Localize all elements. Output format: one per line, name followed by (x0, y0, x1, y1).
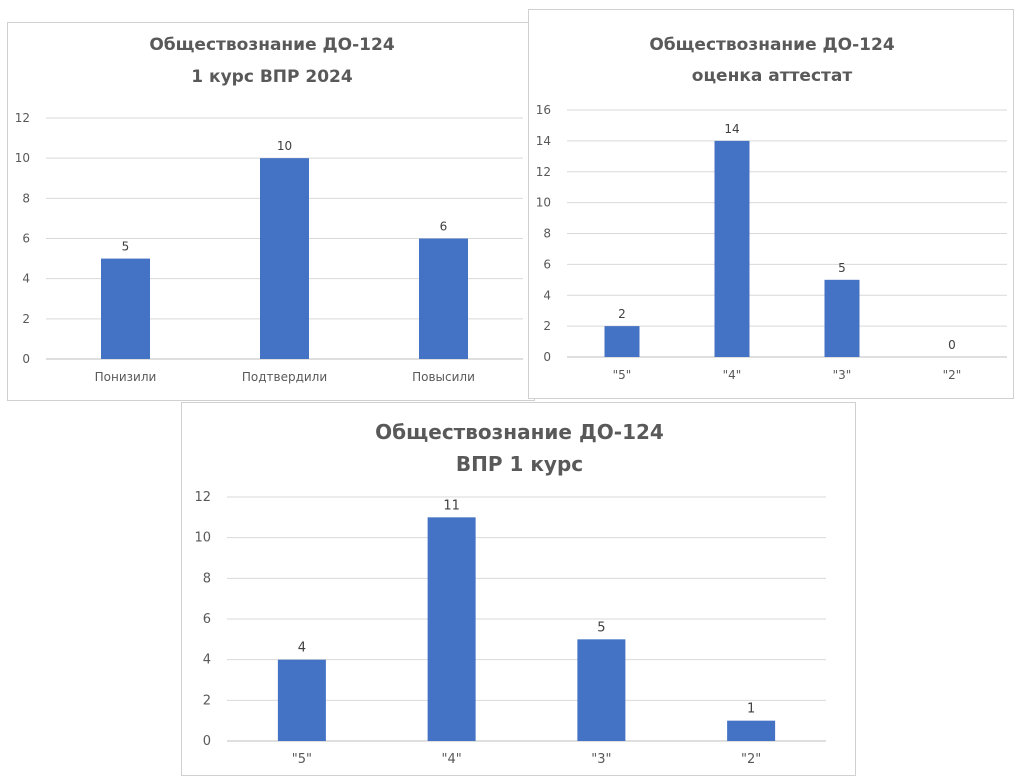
y-tick-label: 0 (22, 352, 30, 366)
category-label: Подтвердили (242, 370, 327, 384)
category-label: "5" (613, 368, 632, 382)
data-label: 1 (747, 702, 755, 717)
chart-panel-attestat: Обществознание ДО-124 оценка аттестат 0 2 4 6… (528, 9, 1014, 399)
chart-title-line: ВПР 1 курс (456, 452, 583, 476)
category-label: "2" (741, 752, 761, 767)
y-tick-label: 12 (15, 111, 30, 125)
y-tick-label: 8 (543, 227, 551, 241)
category-label: "2" (943, 368, 962, 382)
y-tick-label: 10 (194, 531, 211, 546)
bar (727, 720, 776, 741)
y-tick-label: 6 (203, 612, 211, 627)
y-tick-label: 4 (543, 288, 551, 302)
y-tick-label: 8 (203, 571, 211, 586)
data-label: 4 (298, 641, 306, 656)
y-tick-label: 16 (536, 103, 551, 117)
y-tick-label: 0 (203, 734, 211, 749)
chart-title-line: Обществознание ДО-124 (375, 420, 664, 444)
y-tick-label: 8 (22, 191, 30, 205)
y-tick-label: 10 (536, 196, 551, 210)
y-tick-label: 2 (203, 693, 211, 708)
y-tick-label: 12 (536, 165, 551, 179)
data-label: 0 (948, 338, 956, 352)
data-label: 5 (838, 261, 846, 275)
chart-title-line: Обществознание ДО-124 (649, 35, 895, 55)
bar (714, 140, 750, 357)
bar (419, 238, 468, 359)
y-tick-label: 12 (194, 490, 211, 505)
data-label: 11 (443, 498, 460, 513)
chart-svg: Обществознание ДО-124 ВПР 1 курс 0 2 4 6 8 10 12… (194, 420, 826, 767)
bar (604, 326, 640, 357)
y-tick-label: 2 (22, 312, 30, 326)
category-label: "5" (292, 752, 312, 767)
data-label: 2 (618, 307, 626, 321)
chart-title-line: оценка аттестат (692, 66, 853, 86)
y-tick-label: 4 (22, 272, 30, 286)
category-label: "3" (591, 752, 611, 767)
y-tick-label: 6 (22, 232, 30, 246)
chart-title-line: Обществознание ДО-124 (149, 35, 395, 55)
category-label: "4" (723, 368, 742, 382)
category-label: Понизили (95, 370, 157, 384)
data-label: 5 (122, 240, 130, 254)
data-label: 6 (440, 220, 448, 234)
chart-svg: Обществознание ДО-124 1 курс ВПР 2024 0 2 4 6… (15, 35, 523, 384)
y-tick-label: 14 (536, 134, 551, 148)
y-tick-label: 2 (543, 319, 551, 333)
y-tick-label: 0 (543, 350, 551, 364)
y-tick-label: 10 (15, 151, 30, 165)
bar (577, 639, 626, 741)
category-label: "4" (442, 752, 462, 767)
y-tick-label: 4 (203, 653, 211, 668)
bar (277, 659, 326, 741)
chart-svg: Обществознание ДО-124 оценка аттестат 0 2 4 6… (536, 35, 1007, 382)
data-label: 14 (724, 122, 739, 136)
bar (260, 158, 309, 359)
data-label: 5 (597, 620, 605, 635)
category-label: Повысили (412, 370, 475, 384)
data-label: 10 (277, 139, 292, 153)
chart-title-line: 1 курс ВПР 2024 (191, 67, 353, 87)
bar (427, 517, 476, 741)
chart-panel-vpr-2024: Обществознание ДО-124 1 курс ВПР 2024 0 2 4 6… (7, 22, 535, 401)
bar (824, 279, 860, 357)
y-tick-label: 6 (543, 257, 551, 271)
bar (101, 258, 150, 359)
category-label: "3" (833, 368, 852, 382)
chart-panel-vpr-1-kurs: Обществознание ДО-124 ВПР 1 курс 0 2 4 6 8 10 12… (181, 402, 856, 776)
